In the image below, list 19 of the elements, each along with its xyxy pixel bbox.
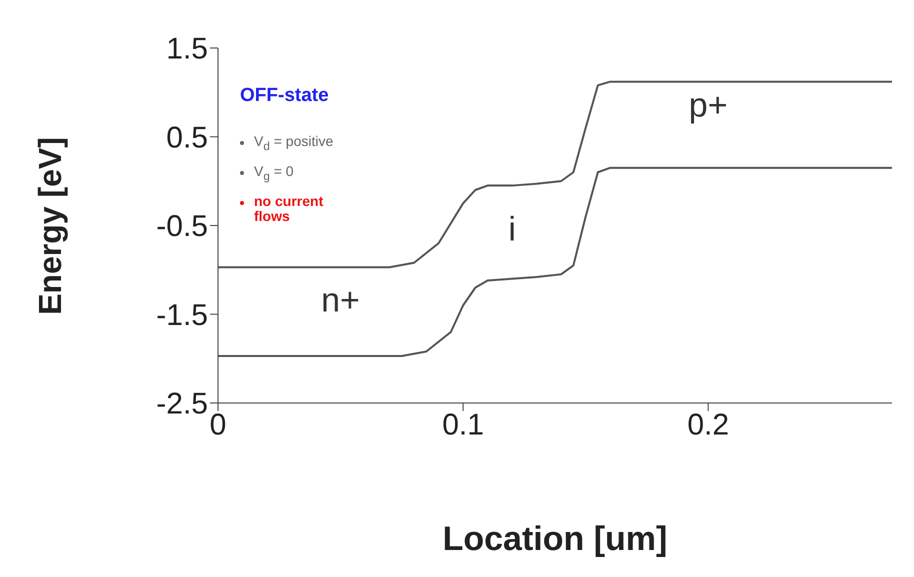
annotation: n+ xyxy=(321,281,360,320)
annotation: V$_{g}$ = 0 xyxy=(254,163,294,184)
x-tick-label: 0 xyxy=(210,408,226,442)
y-tick-label: -2.5 xyxy=(156,388,208,421)
y-tick-label: -0.5 xyxy=(156,210,208,244)
line-series xyxy=(218,166,892,357)
annotation: i xyxy=(508,210,516,250)
y-tick-label: 0.5 xyxy=(166,121,208,154)
x-axis-title: Location [um] xyxy=(442,520,668,559)
y-tick-label: -1.5 xyxy=(156,298,208,332)
annotation: no current flows xyxy=(254,193,324,225)
y-tick-label: 1.5 xyxy=(166,32,208,66)
line-series xyxy=(218,80,892,268)
annotation: OFF-state xyxy=(240,85,329,107)
y-axis-title: Energy [eV] xyxy=(30,136,69,314)
x-tick-label: 0.2 xyxy=(687,408,730,442)
annotation: p+ xyxy=(688,86,728,126)
annotation: V$_{d}$ = positive xyxy=(254,133,334,154)
x-tick-label: 0.1 xyxy=(442,408,484,442)
